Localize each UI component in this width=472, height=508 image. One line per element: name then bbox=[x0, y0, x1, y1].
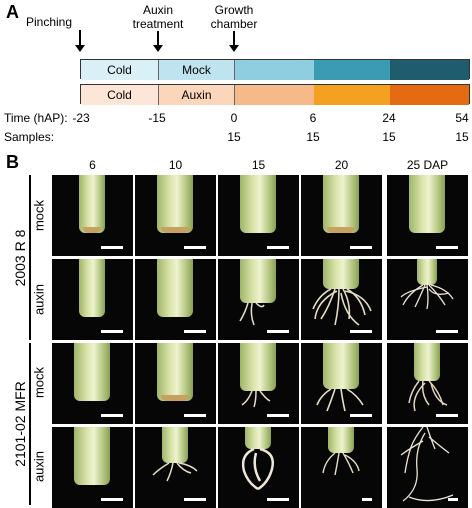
treatment-row-label: mock bbox=[31, 366, 47, 399]
samples-value: 15 bbox=[455, 130, 469, 144]
treatment-row-label: mock bbox=[31, 199, 47, 232]
photo-r8-auxin-20 bbox=[301, 259, 382, 340]
event-auxin-treatment-line2: treatment bbox=[132, 17, 184, 31]
event-auxin-treatment-line1: Auxin bbox=[142, 3, 174, 17]
time-value: 0 bbox=[230, 111, 238, 125]
pinching-arrow-icon bbox=[75, 30, 85, 52]
day-column-header: 10 bbox=[168, 158, 183, 172]
time-row-label: Time (hAP): bbox=[4, 111, 68, 125]
event-growth-chamber-line2: chamber bbox=[210, 17, 258, 31]
event-pinching-label: Pinching bbox=[26, 15, 73, 29]
photo-mfr-mock-25 bbox=[387, 343, 468, 424]
genotype-1-bracket bbox=[29, 175, 31, 340]
photo-r8-mock-25 bbox=[387, 175, 468, 256]
day-column-header: 20 bbox=[334, 158, 349, 172]
photo-r8-auxin-10 bbox=[135, 259, 216, 340]
photo-mfr-mock-15 bbox=[218, 343, 299, 424]
time-value: 54 bbox=[455, 111, 469, 125]
auxin-phase-3-segment bbox=[390, 85, 469, 105]
mock-timeline-bar: Cold Mock bbox=[80, 59, 470, 80]
time-value: -15 bbox=[148, 111, 166, 125]
panel-b-label: B bbox=[6, 152, 19, 172]
genotype-2-bracket bbox=[29, 343, 31, 505]
photo-r8-auxin-6 bbox=[52, 259, 133, 340]
auxin-phase-1-segment bbox=[235, 85, 314, 105]
photo-mfr-auxin-25 bbox=[387, 427, 468, 508]
photo-mfr-auxin-15 bbox=[218, 427, 299, 508]
mock-phase-1-segment bbox=[235, 60, 314, 80]
auxin-phase-2-segment bbox=[314, 85, 390, 105]
mock-cold-segment: Cold bbox=[81, 60, 159, 80]
auxin-treatment-arrow-icon bbox=[153, 31, 163, 52]
samples-value: 15 bbox=[306, 130, 320, 144]
genotype-1-label: 2003 R 8 bbox=[12, 229, 28, 287]
mock-phase-3-segment bbox=[390, 60, 469, 80]
photo-r8-mock-20 bbox=[301, 175, 382, 256]
photo-mfr-auxin-10 bbox=[135, 427, 216, 508]
day-column-header: 6 bbox=[89, 158, 96, 172]
photo-r8-auxin-15 bbox=[218, 259, 299, 340]
time-value: 24 bbox=[382, 111, 396, 125]
event-growth-chamber-label: Growth chamber bbox=[204, 3, 264, 31]
panel-a-label: A bbox=[6, 2, 19, 22]
photo-r8-mock-10 bbox=[135, 175, 216, 256]
event-growth-chamber-line1: Growth bbox=[214, 3, 254, 17]
event-auxin-treatment-label: Auxin treatment bbox=[128, 3, 188, 31]
auxin-timeline-bar: Cold Auxin bbox=[80, 84, 470, 105]
auxin-cold-segment: Cold bbox=[81, 85, 159, 105]
time-value: -23 bbox=[72, 111, 90, 125]
mock-phase-2-segment bbox=[314, 60, 390, 80]
day-column-header: 25 DAP bbox=[406, 158, 449, 172]
photo-mfr-mock-6 bbox=[52, 343, 133, 424]
auxin-treatment-segment: Auxin bbox=[159, 85, 235, 105]
treatment-row-label: auxin bbox=[31, 450, 47, 483]
day-column-header: 15 bbox=[251, 158, 266, 172]
samples-value: 15 bbox=[382, 130, 396, 144]
growth-chamber-arrow-icon bbox=[229, 31, 239, 52]
genotype-2-label: 2101-02 MFR bbox=[12, 381, 28, 467]
photo-mfr-mock-10 bbox=[135, 343, 216, 424]
samples-value: 15 bbox=[227, 130, 241, 144]
photo-r8-mock-6 bbox=[52, 175, 133, 256]
time-value: 6 bbox=[309, 111, 317, 125]
photo-r8-mock-15 bbox=[218, 175, 299, 256]
photo-mfr-auxin-20 bbox=[301, 427, 382, 508]
treatment-row-label: auxin bbox=[31, 283, 47, 316]
mock-treatment-segment: Mock bbox=[159, 60, 235, 80]
samples-row-label: Samples: bbox=[4, 130, 55, 144]
photo-mfr-auxin-6 bbox=[52, 427, 133, 508]
photo-mfr-mock-20 bbox=[301, 343, 382, 424]
photo-r8-auxin-25 bbox=[387, 259, 468, 340]
